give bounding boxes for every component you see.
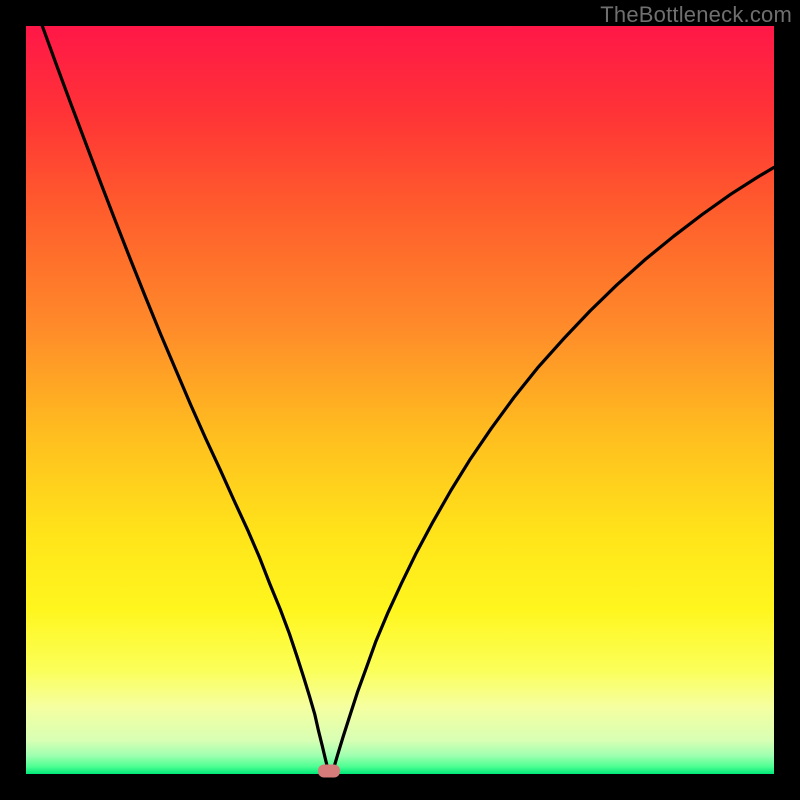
gradient-background <box>26 26 774 774</box>
chart-stage: TheBottleneck.com <box>0 0 800 800</box>
watermark-text: TheBottleneck.com <box>600 2 792 28</box>
plot-area <box>26 26 774 774</box>
minimum-marker <box>318 765 340 778</box>
